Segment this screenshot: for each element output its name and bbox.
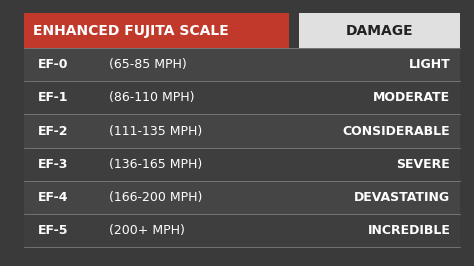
- Text: (86-110 MPH): (86-110 MPH): [109, 91, 194, 104]
- Text: (200+ MPH): (200+ MPH): [109, 224, 185, 237]
- Text: INCREDIBLE: INCREDIBLE: [367, 224, 450, 237]
- Text: EF-5: EF-5: [38, 224, 68, 237]
- Text: (111-135 MPH): (111-135 MPH): [109, 124, 202, 138]
- Text: (166-200 MPH): (166-200 MPH): [109, 191, 202, 204]
- Text: (136-165 MPH): (136-165 MPH): [109, 158, 202, 171]
- Text: DEVASTATING: DEVASTATING: [354, 191, 450, 204]
- FancyBboxPatch shape: [24, 148, 460, 181]
- Text: (65-85 MPH): (65-85 MPH): [109, 58, 187, 71]
- Text: LIGHT: LIGHT: [409, 58, 450, 71]
- FancyBboxPatch shape: [24, 13, 289, 48]
- Text: MODERATE: MODERATE: [373, 91, 450, 104]
- FancyBboxPatch shape: [24, 48, 460, 81]
- Text: EF-2: EF-2: [38, 124, 68, 138]
- FancyBboxPatch shape: [24, 114, 460, 148]
- Text: DAMAGE: DAMAGE: [346, 24, 413, 38]
- FancyBboxPatch shape: [24, 214, 460, 247]
- FancyBboxPatch shape: [299, 13, 460, 48]
- Text: EF-3: EF-3: [38, 158, 68, 171]
- FancyBboxPatch shape: [24, 81, 460, 114]
- FancyBboxPatch shape: [24, 181, 460, 214]
- Text: EF-4: EF-4: [38, 191, 68, 204]
- Text: ENHANCED FUJITA SCALE: ENHANCED FUJITA SCALE: [33, 24, 229, 38]
- Text: CONSIDERABLE: CONSIDERABLE: [343, 124, 450, 138]
- Text: SEVERE: SEVERE: [397, 158, 450, 171]
- Text: EF-0: EF-0: [38, 58, 68, 71]
- Text: EF-1: EF-1: [38, 91, 68, 104]
